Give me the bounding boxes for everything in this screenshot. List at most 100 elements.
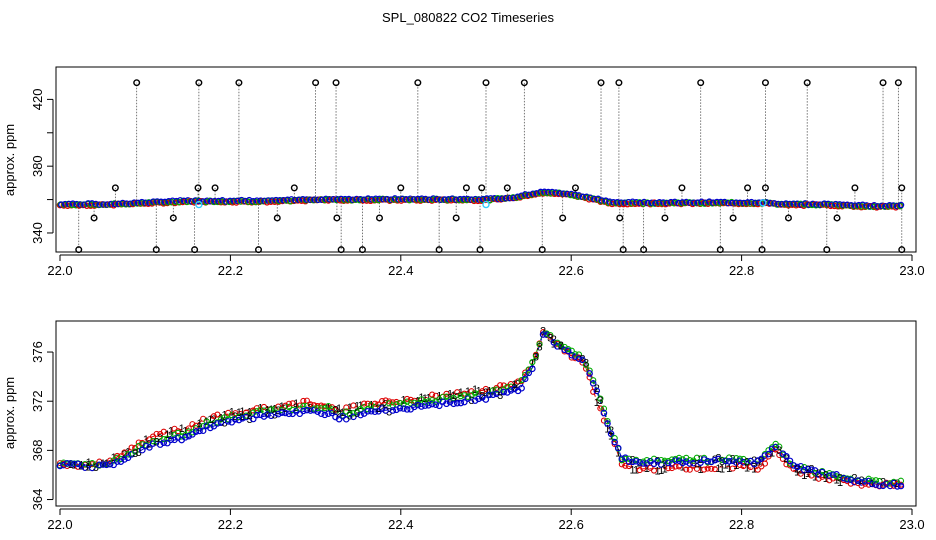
series-1-label: 1 — [719, 463, 725, 475]
series-3-label: 3 — [93, 462, 99, 474]
outlier-point — [332, 79, 340, 87]
x-tick-label: 22.0 — [47, 517, 72, 532]
series-3-label: 3 — [136, 447, 142, 459]
series-1-point — [568, 354, 575, 361]
outlier-point — [169, 214, 177, 222]
series-3-point — [858, 479, 865, 486]
series-2-label: 2 — [655, 455, 661, 467]
series-1-label: 1 — [662, 463, 668, 475]
series-1-point — [622, 462, 629, 469]
series-2-point — [643, 457, 651, 464]
series-2-point — [718, 456, 726, 464]
series-3-point — [146, 444, 153, 451]
series-1-point — [740, 463, 747, 470]
series-3-label: 3 — [468, 395, 474, 407]
series-2-label: 2 — [379, 402, 385, 414]
series-3-point — [257, 197, 264, 204]
series-3-point — [765, 450, 772, 458]
series-3-point — [894, 483, 901, 490]
series-2-point — [604, 418, 611, 425]
series-3-point — [632, 457, 640, 465]
series-3-point — [446, 398, 454, 406]
series-1-label: 1 — [207, 414, 213, 426]
series-2-point — [174, 429, 182, 437]
series-1-point — [121, 449, 128, 456]
series-3-point — [568, 351, 576, 359]
series-3-point — [264, 411, 271, 418]
top-x-axis: 22.0 22.2 22.4 22.6 22.8 23.0 — [47, 254, 925, 278]
series-3-point — [81, 464, 89, 472]
outlier-point — [898, 184, 906, 192]
series-3-point — [679, 459, 686, 467]
series-2-point — [876, 477, 883, 485]
series-3-point — [663, 199, 671, 207]
series-3-point — [196, 427, 203, 435]
series-3-point — [704, 457, 711, 465]
x-tick-label: 23.0 — [899, 517, 924, 532]
series-2-point — [117, 455, 124, 463]
series-2-point — [461, 392, 468, 399]
series-3-point — [325, 410, 332, 417]
series-1-point — [497, 382, 504, 389]
y-tick-label: 372 — [30, 390, 45, 412]
x-tick-label: 22.8 — [729, 263, 754, 278]
series-2-point — [668, 456, 676, 463]
series-3-point — [410, 403, 418, 411]
series-1-point — [432, 392, 439, 399]
series-2-point — [536, 341, 543, 348]
series-3-point — [586, 370, 593, 377]
chart-title: SPL_080822 CO2 Timeseries — [382, 10, 554, 25]
series-1-label: 1 — [368, 399, 374, 411]
y-tick-label: 340 — [30, 222, 45, 244]
series-1-point — [285, 400, 293, 407]
series-1-label: 1 — [723, 460, 729, 472]
series-3-point — [389, 407, 397, 414]
series-3-point — [342, 415, 350, 423]
series-1-point — [135, 439, 142, 446]
series-2-point — [743, 458, 751, 465]
series-3-point — [96, 201, 103, 208]
series-1-label: 1 — [558, 340, 564, 352]
series-3-point — [436, 402, 443, 410]
series-2-label: 2 — [264, 408, 270, 420]
x-tick-label: 22.2 — [218, 517, 243, 532]
series-3-point — [453, 399, 461, 407]
series-3-point — [897, 201, 905, 209]
series-3-label: 3 — [776, 445, 782, 457]
series-3-point — [600, 409, 608, 417]
x-tick-label: 22.6 — [559, 263, 584, 278]
series-3-label: 3 — [823, 469, 829, 481]
series-3-point — [418, 403, 425, 410]
outlier-point — [616, 214, 624, 222]
series-1-label: 1 — [236, 407, 242, 419]
x-tick-label: 22.6 — [559, 517, 584, 532]
series-3-point — [707, 458, 715, 466]
series-1-point — [776, 451, 783, 459]
series-3-point — [665, 459, 672, 467]
series-3-point — [121, 456, 128, 463]
series-2-label: 2 — [858, 475, 864, 487]
series-3-point — [808, 466, 815, 474]
series-3-point — [450, 400, 457, 408]
series-3-point — [475, 395, 482, 403]
series-3-point — [725, 458, 733, 465]
series-3-point — [507, 387, 515, 394]
series-1-label: 1 — [633, 465, 639, 477]
series-1-point — [107, 457, 114, 464]
series-1-point — [650, 467, 658, 474]
series-1-point — [765, 453, 772, 460]
series-3-point — [349, 196, 356, 203]
cyan-point — [759, 199, 767, 207]
series-3-label: 3 — [154, 437, 160, 449]
series-1-label: 1 — [354, 400, 360, 412]
series-2-label: 2 — [808, 463, 814, 475]
x-tick-label: 22.4 — [388, 263, 413, 278]
series-3-point — [321, 411, 329, 419]
series-3-point — [811, 467, 819, 474]
series-3-point — [709, 199, 717, 206]
series-2-point — [153, 438, 160, 445]
series-1-point — [210, 413, 217, 420]
series-1-label: 1 — [268, 404, 274, 416]
series-2-label: 2 — [307, 402, 313, 414]
